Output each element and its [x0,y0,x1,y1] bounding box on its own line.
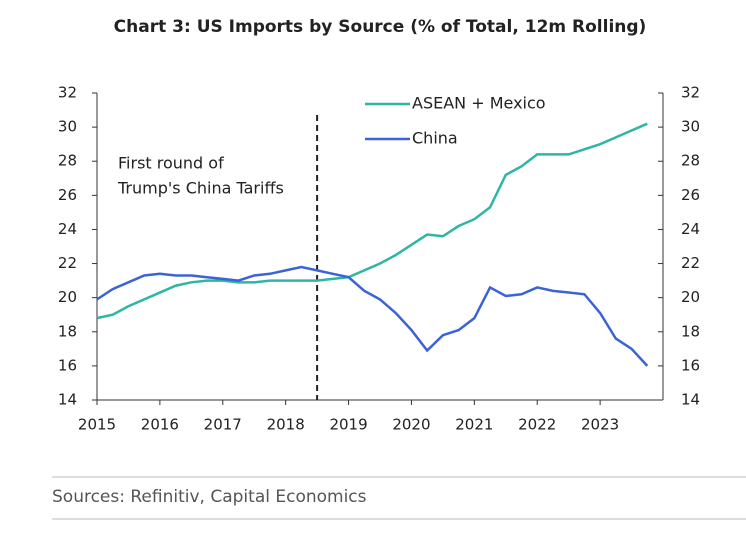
annotation: Trump's China Tariffs [117,179,284,198]
y-tick-label: 20 [58,288,77,306]
y2-tick-label: 16 [681,356,700,374]
y2-tick-label: 20 [681,288,700,306]
y2-tick-label: 26 [681,186,700,204]
y-tick-label: 14 [58,391,77,409]
x-tick-label: 2019 [329,416,367,434]
series-line [96,122,648,320]
annotation: First round of [118,154,224,173]
x-tick-label: 2018 [267,416,305,434]
y-tick-label: 28 [58,152,77,170]
series-line [96,265,649,367]
legend-label: ASEAN + Mexico [412,94,546,113]
y-tick-label: 16 [58,356,77,374]
y-tick-label: 32 [58,84,77,102]
x-tick-label: 2022 [518,416,556,434]
y2-tick-label: 24 [681,220,700,238]
y-tick-label: 26 [58,186,77,204]
y2-tick-label: 22 [681,254,700,272]
x-tick-label: 2017 [204,416,242,434]
y2-tick-label: 30 [681,118,700,136]
chart-title: Chart 3: US Imports by Source (% of Tota… [114,17,647,37]
x-tick-label: 2015 [78,416,116,434]
y-tick-label: 30 [58,118,77,136]
x-tick-label: 2023 [581,416,619,434]
x-tick-label: 2016 [141,416,179,434]
y2-tick-label: 28 [681,152,700,170]
y2-tick-label: 14 [681,391,700,409]
y2-tick-label: 18 [681,322,700,340]
y-tick-label: 24 [58,220,77,238]
legend-label: China [412,129,458,148]
y-tick-label: 22 [58,254,77,272]
source: Sources: Refinitiv, Capital Economics [52,487,367,507]
x-tick-label: 2021 [455,416,493,434]
y2-tick-label: 32 [681,84,700,102]
y-tick-label: 18 [58,322,77,340]
x-tick-label: 2020 [392,416,430,434]
